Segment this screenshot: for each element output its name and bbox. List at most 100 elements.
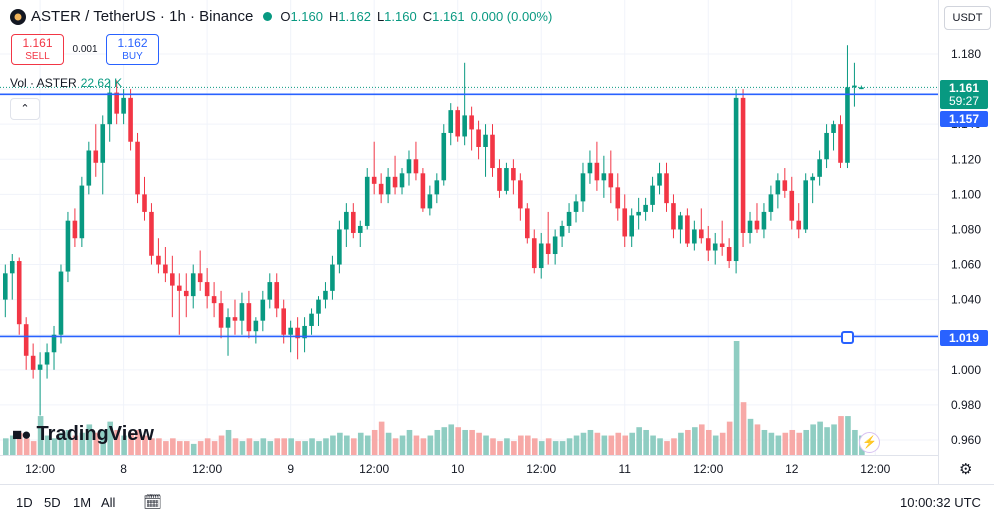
collapse-legend-button[interactable]: ⌃: [10, 98, 40, 120]
candle-body: [768, 194, 774, 212]
candle-body: [392, 176, 398, 188]
candle-body: [469, 115, 474, 130]
candle-body: [204, 282, 210, 297]
volume-bar: [190, 443, 197, 455]
volume-bar: [629, 432, 635, 455]
candle-body: [545, 243, 551, 255]
volume-bar: [587, 429, 594, 455]
countdown-text: 59:27: [949, 94, 979, 108]
volume-bar: [114, 429, 120, 455]
volume-bar: [218, 435, 225, 455]
candle-body: [399, 173, 405, 188]
volume-bar: [197, 441, 204, 455]
candle-body: [643, 204, 648, 212]
candle-body: [156, 255, 161, 265]
volume-bar: [281, 438, 287, 455]
volume-bar: [845, 416, 851, 455]
candle-body: [587, 162, 593, 174]
candle-body: [462, 115, 467, 137]
ohlc-high: H1.162: [329, 9, 371, 24]
currency-button[interactable]: USDT: [944, 6, 991, 30]
candle-body: [726, 247, 732, 262]
candle-body: [232, 317, 238, 321]
volume-bar: [93, 432, 100, 455]
volume-bar: [545, 438, 552, 455]
calendar-range-icon[interactable]: 🗓: [143, 494, 163, 511]
volume-bar: [385, 432, 392, 455]
candle-body: [761, 211, 767, 230]
candle-body: [357, 225, 363, 233]
volume-bar: [838, 416, 844, 455]
volume-bar: [163, 441, 169, 455]
x-tick-label: 12:00: [860, 462, 890, 476]
candle-body: [100, 124, 106, 163]
candle-body: [476, 129, 481, 147]
price-chart[interactable]: 1.1801.1601.1401.1201.1001.0801.0601.040…: [0, 0, 994, 484]
volume-bar: [817, 421, 823, 455]
volume-bar: [177, 441, 183, 455]
volume-bar: [121, 435, 127, 455]
buy-button[interactable]: 1.162 BUY: [106, 34, 159, 65]
volume-bar: [594, 432, 601, 455]
candle-body: [177, 285, 182, 291]
volume-bar: [357, 432, 364, 455]
utc-clock[interactable]: 10:00:32 UTC: [900, 495, 981, 510]
candle-body: [566, 211, 572, 226]
volume-bar: [462, 429, 468, 455]
candle-body: [253, 320, 259, 332]
candle-body: [65, 220, 71, 272]
candle-body: [705, 238, 711, 251]
volume-bar: [573, 435, 580, 455]
volume-bar: [79, 432, 86, 455]
volume-bar: [16, 432, 23, 455]
volume-bar: [726, 421, 733, 455]
timeframe-1m[interactable]: 1M: [73, 495, 92, 510]
volume-bar: [86, 424, 93, 455]
y-tick-label: 1.120: [951, 152, 981, 166]
candle-body: [580, 173, 586, 202]
volume-bar: [128, 432, 134, 455]
sell-button[interactable]: 1.161 SELL: [11, 34, 64, 65]
candle-body: [782, 180, 788, 191]
candle-body: [525, 208, 530, 239]
symbol-title[interactable]: ASTER / TetherUS · 1h · Binance: [31, 8, 254, 25]
candle-body: [288, 327, 293, 335]
volume-legend: Vol · ASTER 22.62 K: [10, 76, 122, 90]
tradingview-watermark: ■● TradingView: [12, 423, 154, 446]
lightning-icon[interactable]: ⚡: [859, 432, 880, 453]
candle-body: [511, 168, 516, 181]
candle-body: [615, 187, 621, 209]
volume-bar: [330, 435, 336, 455]
candle-body: [699, 229, 704, 239]
timeframe-all[interactable]: All: [101, 495, 116, 510]
candle-body: [218, 303, 224, 328]
timeframe-5d[interactable]: 5D: [44, 495, 61, 510]
volume-bar: [58, 432, 65, 455]
candle-body: [531, 238, 537, 269]
candle-body: [190, 273, 196, 297]
candle-body: [121, 97, 126, 114]
candle-body: [775, 180, 781, 195]
volume-bar: [239, 441, 246, 455]
volume-bar: [371, 429, 378, 455]
candle-body: [16, 261, 22, 325]
volume-bar: [504, 438, 510, 455]
gear-icon[interactable]: ⚙: [959, 461, 973, 478]
volume-bar: [274, 438, 281, 455]
bottom-toolbar: 1D 5D 1M All 🗓 10:00:32 UTC: [0, 484, 994, 518]
ohlc-low: L1.160: [376, 9, 417, 24]
volume-bar: [413, 435, 420, 455]
volume-bar: [23, 438, 30, 455]
line-handle[interactable]: [841, 331, 854, 344]
price-label-line-upper: 1.157: [940, 111, 988, 127]
volume-bar: [183, 441, 190, 455]
volume-bar: [51, 438, 58, 455]
brand-text: TradingView: [36, 423, 154, 445]
timeframe-1d[interactable]: 1D: [16, 495, 33, 510]
volume-bar: [441, 427, 448, 455]
volume-bar: [775, 435, 782, 455]
ohlc-change: 0.000 (0.00%): [470, 9, 553, 24]
volume-label: Vol · ASTER: [10, 76, 77, 90]
volume-bar: [692, 427, 698, 455]
volume-bar: [253, 441, 260, 455]
